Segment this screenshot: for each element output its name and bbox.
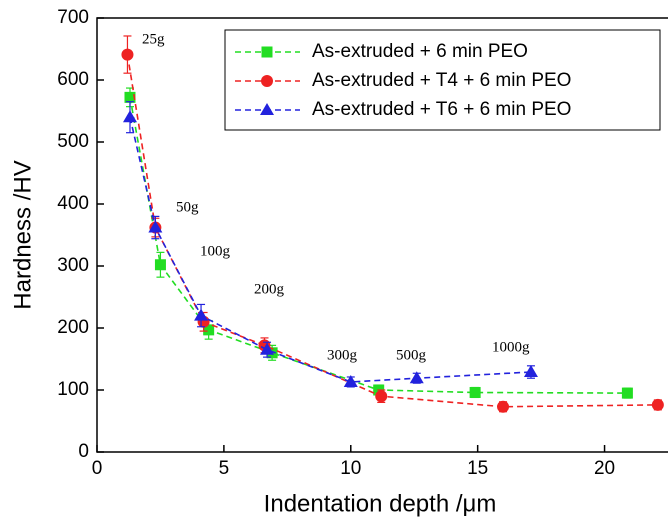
annotation: 25g — [142, 31, 165, 47]
annotation: 200g — [254, 281, 285, 297]
marker — [621, 387, 633, 399]
marker — [260, 342, 275, 355]
annotation: 500g — [396, 347, 427, 363]
marker — [148, 220, 163, 233]
x-tick-label: 15 — [467, 458, 488, 479]
marker — [124, 91, 136, 103]
legend-marker — [261, 75, 273, 87]
marker — [154, 259, 166, 271]
annotation: 50g — [176, 199, 199, 215]
series-line — [129, 117, 532, 383]
marker — [375, 390, 388, 403]
marker — [203, 324, 215, 336]
marker — [497, 400, 510, 413]
y-tick-label: 100 — [57, 379, 89, 400]
legend-box — [224, 29, 661, 131]
y-axis-title: Hardness /HV — [9, 160, 36, 309]
y-tick-label: 400 — [57, 193, 89, 214]
legend: As-extruded + 6 min PEO As-extruded + T4 … — [224, 29, 661, 131]
legend-label: As-extruded + 6 min PEO — [312, 41, 528, 62]
marker — [194, 308, 209, 321]
y-tick-label: 600 — [57, 69, 89, 90]
y-tick-label: 200 — [57, 317, 89, 338]
y-tick-label: 0 — [78, 441, 89, 462]
legend-marker — [260, 103, 274, 115]
marker — [523, 365, 538, 378]
annotation: 1000g — [492, 339, 530, 355]
x-tick-label: 5 — [219, 458, 230, 479]
y-tick-label: 300 — [57, 255, 89, 276]
marker — [409, 371, 424, 384]
marker — [121, 48, 134, 61]
y-tick-label: 500 — [57, 131, 89, 152]
x-tick-label: 20 — [594, 458, 615, 479]
marker — [469, 386, 481, 398]
legend-marker — [261, 46, 273, 58]
marker — [122, 110, 137, 123]
legend-label: As-extruded + T6 + 6 min PEO — [312, 99, 571, 120]
marker — [651, 398, 664, 411]
x-axis-title: Indentation depth /μm — [264, 490, 497, 517]
marker — [343, 374, 358, 387]
annotation: 300g — [327, 347, 358, 363]
legend-label: As-extruded + T4 + 6 min PEO — [312, 70, 571, 91]
x-tick-label: 0 — [92, 458, 103, 479]
plot-frame — [96, 17, 668, 453]
annotation: 100g — [200, 243, 231, 259]
y-tick-label: 700 — [57, 7, 89, 28]
x-tick-label: 10 — [340, 458, 361, 479]
